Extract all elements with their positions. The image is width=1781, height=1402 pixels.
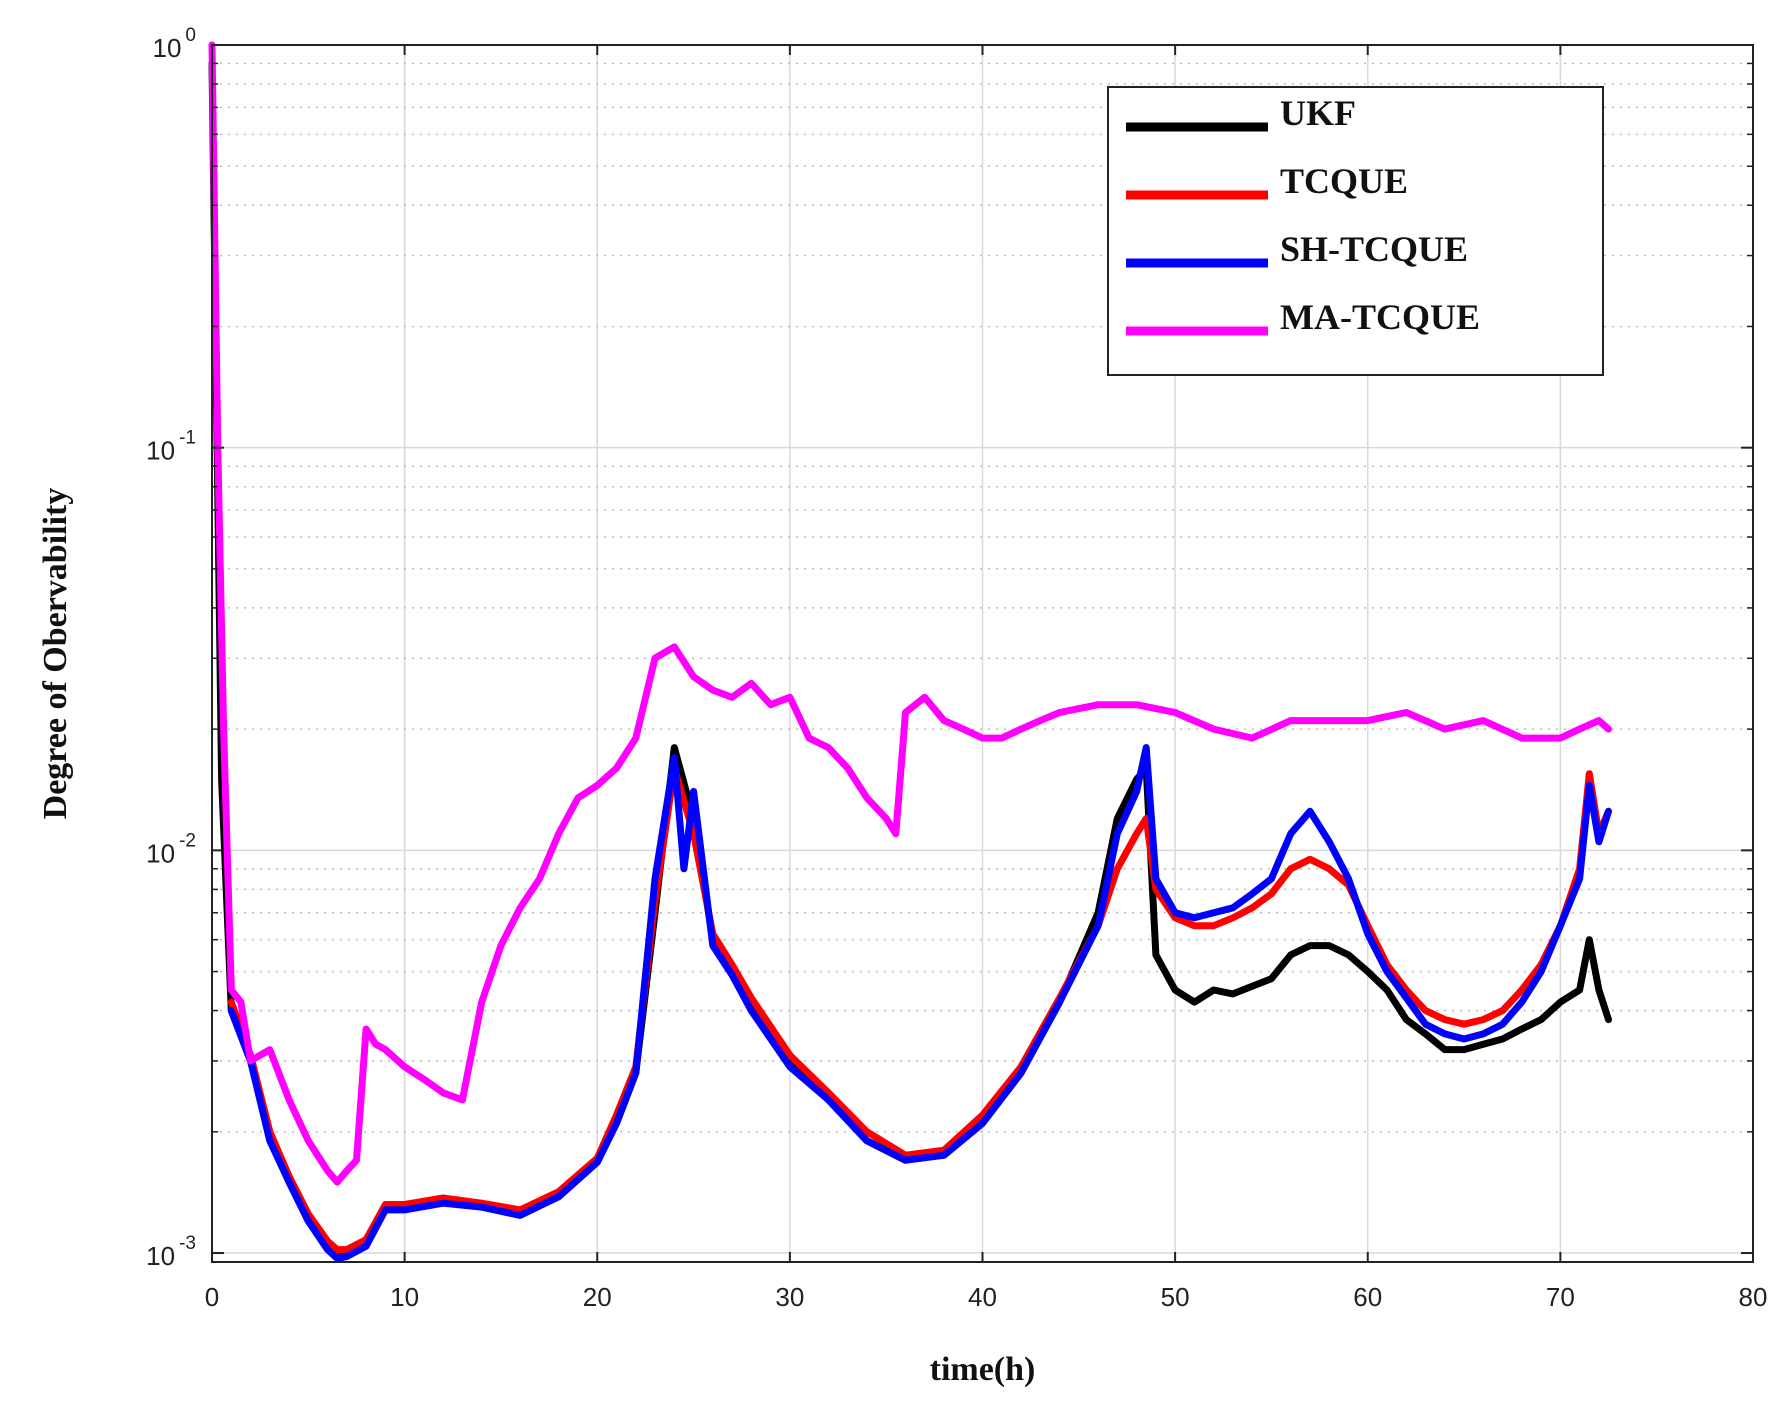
series-line-ma-tcque	[208, 41, 1612, 1186]
y-tick-base: 10	[153, 33, 182, 63]
series-line-sh-tcque	[227, 744, 1612, 1262]
y-tick-base: 10	[146, 838, 175, 868]
x-tick-label: 10	[390, 1282, 419, 1312]
y-tick-label: 10 0	[153, 25, 197, 63]
legend-label: SH-TCQUE	[1280, 229, 1468, 269]
y-tick-base: 10	[146, 436, 175, 466]
y-tick-exponent: -3	[179, 1233, 196, 1254]
legend: UKF TCQUE SH-TCQUE MA-TCQUE	[1107, 86, 1604, 376]
x-tick-label: 20	[583, 1282, 612, 1312]
x-tick-label: 50	[1161, 1282, 1190, 1312]
x-tick-label: 70	[1546, 1282, 1575, 1312]
axis-ticks	[211, 45, 1754, 1262]
x-tick-label: 30	[775, 1282, 804, 1312]
x-tick-label: 60	[1353, 1282, 1382, 1312]
x-tick-label: 40	[968, 1282, 997, 1312]
x-tick-label: 80	[1739, 1282, 1768, 1312]
x-tick-label: 0	[205, 1282, 219, 1312]
y-tick-exponent: -1	[179, 428, 196, 449]
y-tick-label: 10 -3	[146, 1233, 196, 1271]
legend-label: UKF	[1280, 93, 1356, 133]
grid-lines	[212, 45, 1753, 1262]
legend-label: MA-TCQUE	[1280, 297, 1480, 337]
series-layer	[208, 41, 1612, 1262]
y-tick-label: 10 -1	[146, 428, 196, 466]
y-tick-base: 10	[146, 1241, 175, 1271]
legend-label: TCQUE	[1280, 161, 1408, 201]
x-axis-label: time(h)	[930, 1351, 1036, 1388]
y-axis-label: Degree of Obervability	[37, 488, 74, 820]
y-tick-exponent: 0	[185, 25, 196, 46]
y-tick-label: 10 -2	[146, 830, 196, 868]
y-tick-exponent: -2	[179, 830, 196, 851]
